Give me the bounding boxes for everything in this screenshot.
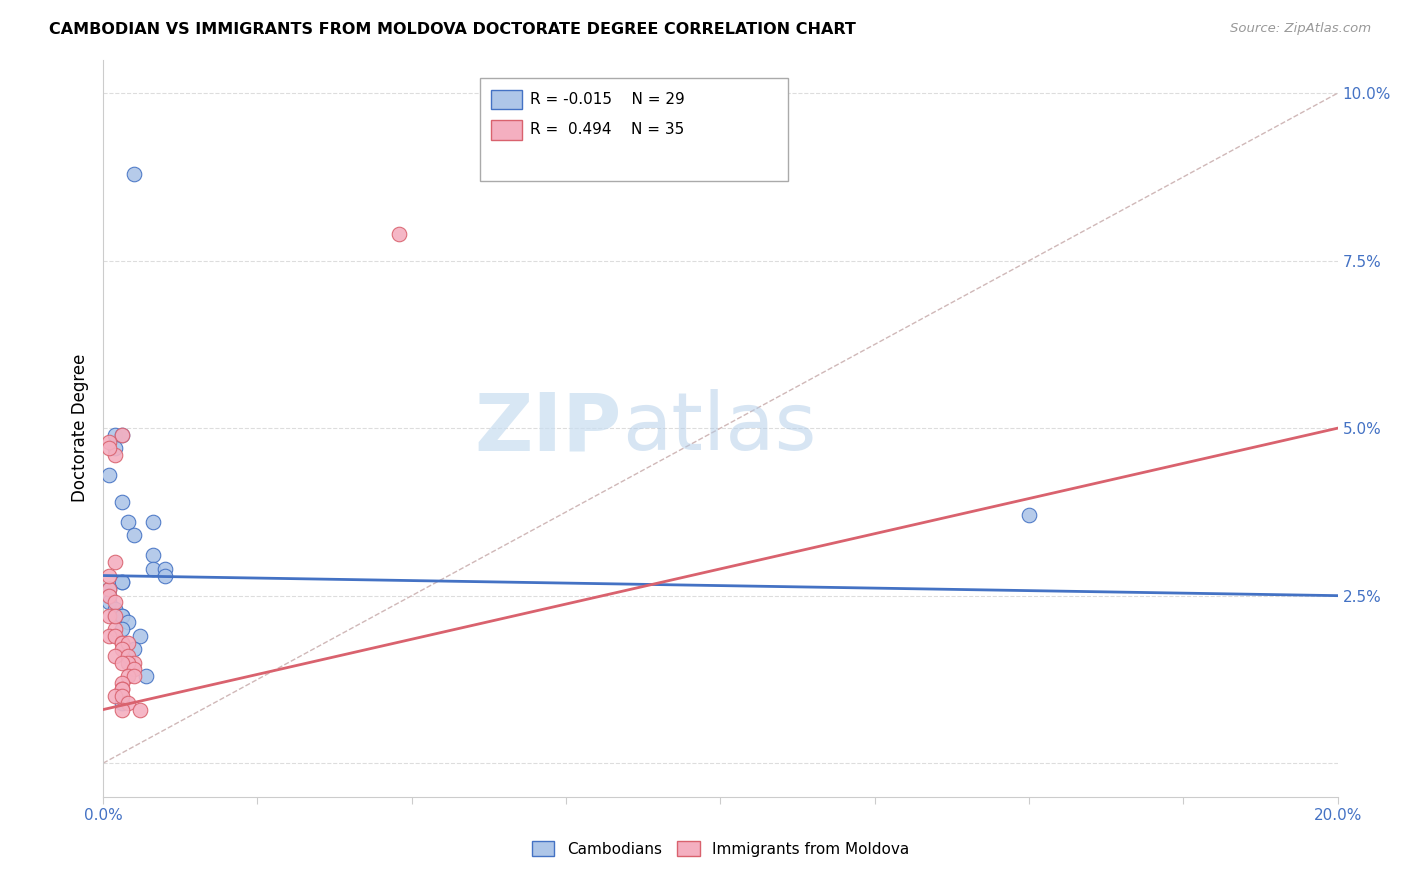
Point	[122, 642, 145, 657]
Point	[117, 669, 139, 683]
Point	[111, 608, 134, 623]
Point	[153, 568, 176, 582]
Point	[388, 227, 411, 241]
Point	[104, 648, 127, 663]
Point	[129, 702, 152, 716]
Point	[122, 656, 145, 670]
Point	[104, 448, 127, 462]
Point	[98, 589, 121, 603]
Text: Source: ZipAtlas.com: Source: ZipAtlas.com	[1230, 22, 1371, 36]
Point	[98, 608, 121, 623]
Point	[111, 622, 134, 636]
Point	[117, 635, 139, 649]
Point	[111, 642, 134, 657]
Point	[111, 635, 134, 649]
Point	[111, 575, 134, 590]
Point	[129, 629, 152, 643]
Point	[111, 682, 134, 697]
Point	[111, 495, 134, 509]
Point	[104, 442, 127, 456]
Text: ZIP: ZIP	[474, 389, 621, 467]
Point	[98, 595, 121, 609]
Point	[98, 434, 121, 449]
Point	[98, 582, 121, 596]
Legend: Cambodians, Immigrants from Moldova: Cambodians, Immigrants from Moldova	[526, 835, 915, 863]
Point	[98, 442, 121, 456]
Point	[98, 568, 121, 582]
Point	[98, 582, 121, 596]
Text: atlas: atlas	[621, 389, 815, 467]
Point	[111, 682, 134, 697]
Point	[117, 696, 139, 710]
Point	[141, 549, 163, 563]
Point	[111, 675, 134, 690]
Point	[117, 648, 139, 663]
Point	[111, 427, 134, 442]
Point	[122, 167, 145, 181]
Point	[141, 515, 163, 529]
Text: CAMBODIAN VS IMMIGRANTS FROM MOLDOVA DOCTORATE DEGREE CORRELATION CHART: CAMBODIAN VS IMMIGRANTS FROM MOLDOVA DOC…	[49, 22, 856, 37]
Point	[153, 562, 176, 576]
Point	[111, 635, 134, 649]
Point	[111, 689, 134, 703]
Y-axis label: Doctorate Degree: Doctorate Degree	[72, 354, 89, 502]
Point	[104, 602, 127, 616]
Point	[104, 689, 127, 703]
Point	[104, 608, 127, 623]
Point	[104, 595, 127, 609]
Point	[104, 555, 127, 569]
Point	[104, 608, 127, 623]
Point	[117, 615, 139, 630]
Point	[122, 662, 145, 676]
Text: R =  0.494    N = 35: R = 0.494 N = 35	[530, 122, 685, 137]
Point	[104, 427, 127, 442]
Point	[111, 427, 134, 442]
Point	[111, 575, 134, 590]
Point	[135, 669, 157, 683]
Point	[122, 669, 145, 683]
Point	[1018, 508, 1040, 523]
Point	[141, 562, 163, 576]
Point	[117, 656, 139, 670]
Point	[98, 468, 121, 483]
Point	[111, 702, 134, 716]
Point	[98, 629, 121, 643]
Point	[111, 608, 134, 623]
Text: R = -0.015    N = 29: R = -0.015 N = 29	[530, 92, 685, 107]
Point	[98, 589, 121, 603]
Point	[104, 622, 127, 636]
Point	[111, 656, 134, 670]
Point	[111, 696, 134, 710]
Point	[117, 515, 139, 529]
Point	[122, 528, 145, 542]
Point	[104, 629, 127, 643]
